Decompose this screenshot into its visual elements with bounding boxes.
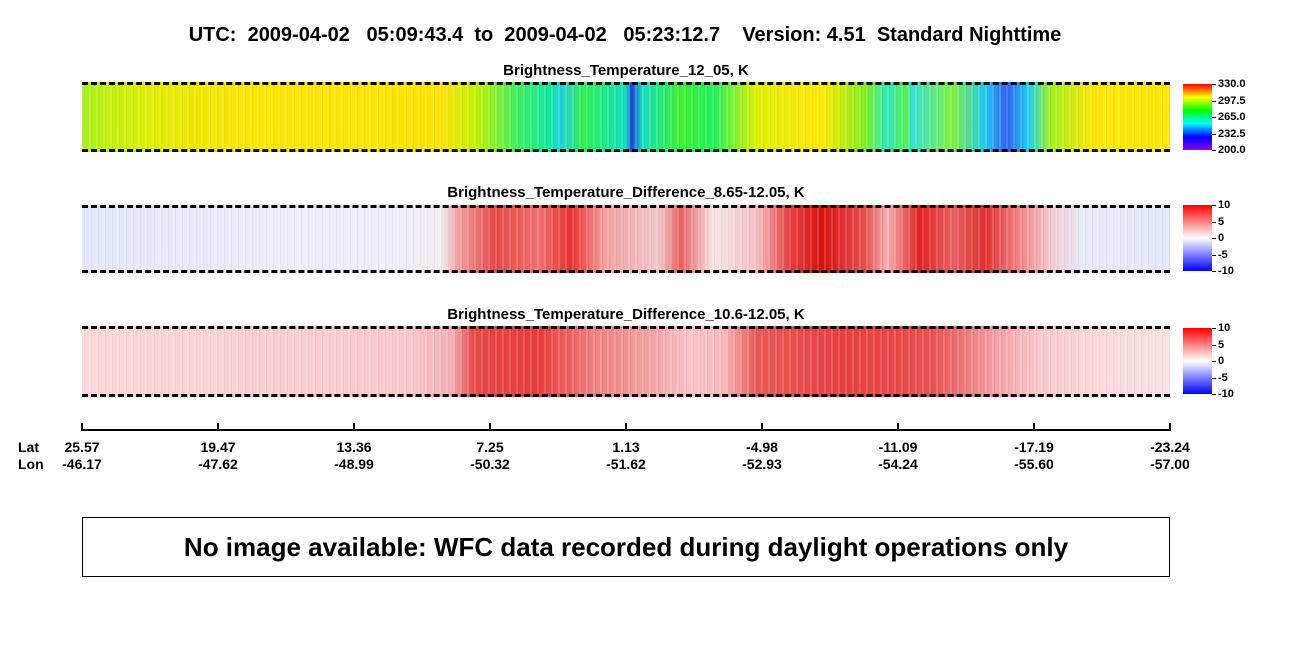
colorbar bbox=[1183, 328, 1212, 394]
colorbar-tick-label: 265.0 bbox=[1218, 111, 1246, 123]
lat-tick-label: -23.24 bbox=[1150, 439, 1190, 455]
colorbar-tick bbox=[1212, 344, 1216, 346]
heatmap-image bbox=[82, 82, 1170, 152]
colorbar-tick-label: 0 bbox=[1218, 232, 1225, 244]
lon-tick-label: -47.62 bbox=[198, 456, 238, 472]
colorbar-tick-label: 200.0 bbox=[1218, 144, 1246, 156]
colorbar-tick-label: -5 bbox=[1218, 371, 1228, 384]
lon-tick-label: -46.17 bbox=[62, 456, 102, 472]
lon-tick-label: -55.60 bbox=[1014, 456, 1054, 472]
colorbar-tick bbox=[1212, 254, 1216, 256]
axis-tick bbox=[761, 423, 763, 431]
lon-tick-label: -54.24 bbox=[878, 456, 918, 472]
colorbar-tick bbox=[1212, 117, 1216, 118]
lon-tick-label: -50.32 bbox=[470, 456, 510, 472]
lat-tick-label: 1.13 bbox=[612, 439, 640, 455]
lon-tick-label: -57.00 bbox=[1150, 456, 1190, 472]
colorbar-tick-label: -5 bbox=[1218, 248, 1228, 261]
colorbar-tick bbox=[1212, 205, 1216, 206]
message: No image available: WFC data recorded du… bbox=[82, 517, 1170, 577]
lat-tick-label: 19.47 bbox=[200, 439, 236, 455]
header-title: UTC: 2009-04-02 05:09:43.4 to 2009-04-02… bbox=[188, 24, 1062, 46]
axis-tick bbox=[1169, 423, 1171, 431]
lat-label: Lat bbox=[18, 439, 39, 455]
heatmap-image bbox=[82, 326, 1170, 397]
colorbar-tick bbox=[1212, 238, 1216, 239]
colorbar bbox=[1183, 205, 1212, 271]
colorbar-tick-label: 330.0 bbox=[1218, 78, 1246, 90]
lon-label: Lon bbox=[18, 456, 44, 472]
colorbar-tick-label: 232.5 bbox=[1218, 127, 1246, 140]
lon-tick-label: -52.93 bbox=[742, 456, 782, 472]
axis-tick bbox=[217, 423, 219, 431]
axis-tick bbox=[625, 423, 627, 431]
heatmap-image bbox=[82, 205, 1170, 273]
axis-tick bbox=[81, 423, 83, 431]
lon-tick-label: -48.99 bbox=[334, 456, 374, 472]
axis-tick bbox=[353, 423, 355, 431]
colorbar-tick bbox=[1212, 328, 1216, 329]
colorbar-tick bbox=[1212, 133, 1216, 135]
colorbar-tick bbox=[1212, 150, 1216, 151]
lat-tick-label: 25.57 bbox=[64, 439, 100, 455]
colorbar-tick-label: -10 bbox=[1218, 388, 1234, 400]
colorbar-tick-label: 297.5 bbox=[1218, 94, 1246, 107]
lat-tick-label: 13.36 bbox=[336, 439, 372, 455]
colorbar-tick bbox=[1212, 100, 1216, 102]
axis-tick bbox=[489, 423, 491, 431]
colorbar-tick bbox=[1212, 221, 1216, 223]
lat-tick-label: 7.25 bbox=[476, 439, 504, 455]
lon-tick-label: -51.62 bbox=[606, 456, 646, 472]
colorbar-tick-label: 10 bbox=[1218, 322, 1231, 334]
colorbar-tick-label: 0 bbox=[1218, 355, 1225, 367]
axis-tick bbox=[1033, 423, 1035, 431]
colorbar-tick-label: -10 bbox=[1218, 265, 1234, 277]
colorbar bbox=[1183, 84, 1212, 150]
colorbar-tick bbox=[1212, 394, 1216, 395]
panel-title: Brightness_Temperature_Difference_10.6-1… bbox=[447, 306, 805, 323]
colorbar-tick bbox=[1212, 271, 1216, 272]
lat-tick-label: -4.98 bbox=[746, 439, 778, 455]
colorbar-tick-label: 10 bbox=[1218, 199, 1231, 211]
panel-title: Brightness_Temperature_12_05, K bbox=[503, 62, 749, 79]
axis-tick bbox=[897, 423, 899, 431]
colorbar-tick-label: 5 bbox=[1218, 215, 1225, 228]
lat-tick-label: -11.09 bbox=[878, 439, 918, 455]
colorbar-tick bbox=[1212, 84, 1216, 85]
panel-title: Brightness_Temperature_Difference_8.65-1… bbox=[447, 184, 805, 201]
colorbar-tick-label: 5 bbox=[1218, 338, 1225, 351]
colorbar-tick bbox=[1212, 377, 1216, 379]
colorbar-tick bbox=[1212, 361, 1216, 362]
lat-tick-label: -17.19 bbox=[1014, 439, 1054, 455]
